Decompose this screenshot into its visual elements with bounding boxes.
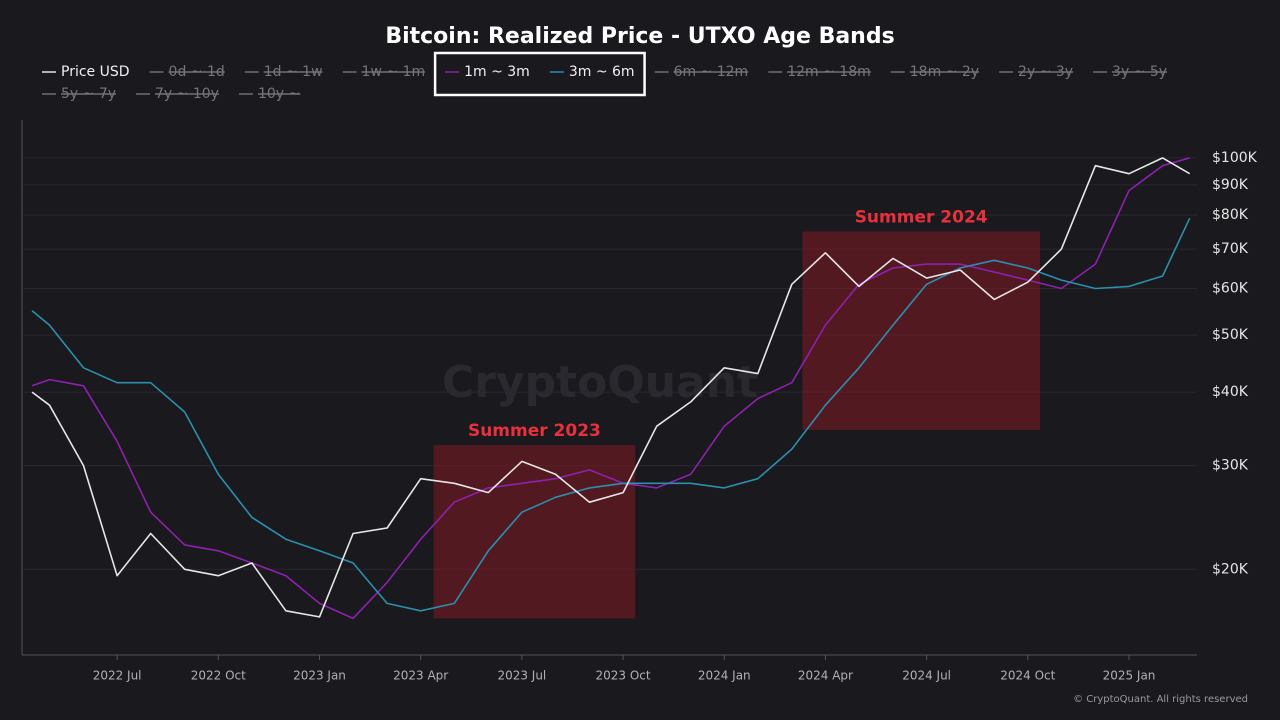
- watermark: CryptoQuant: [442, 357, 758, 408]
- x-tick-label: 2023 Apr: [393, 669, 448, 683]
- legend-item[interactable]: 3y ~ 5y: [1093, 64, 1168, 80]
- y-tick-label: $50K: [1212, 327, 1249, 343]
- x-tick-label: 2023 Oct: [596, 669, 651, 683]
- x-tick-label: 2023 Jul: [497, 669, 546, 683]
- legend-item[interactable]: 0d ~ 1d: [149, 64, 225, 80]
- chart-title: Bitcoin: Realized Price - UTXO Age Bands: [385, 24, 894, 49]
- highlight-region: [433, 445, 636, 619]
- legend-item[interactable]: 18m ~ 2y: [890, 64, 980, 80]
- legend-item[interactable]: 2y ~ 3y: [999, 64, 1074, 80]
- legend-label: 3m ~ 6m: [569, 64, 635, 80]
- x-tick-label: 2024 Oct: [1000, 669, 1055, 683]
- legend-highlight-box: [433, 51, 646, 97]
- series-line: [31, 217, 1191, 612]
- legend-label: 1m ~ 3m: [464, 64, 530, 80]
- legend-item[interactable]: 3m ~ 6m: [549, 64, 635, 80]
- x-tick-label: 2025 Jan: [1103, 669, 1156, 683]
- x-tick-label: 2023 Jan: [293, 669, 346, 683]
- series-line: [31, 157, 1191, 618]
- y-tick-label: $40K: [1212, 384, 1249, 400]
- x-tick-label: 2022 Jul: [93, 669, 142, 683]
- legend-item[interactable]: 1d ~ 1w: [244, 64, 323, 80]
- footer: © CryptoQuant. All rights reserved: [1073, 694, 1248, 705]
- y-tick-label: $100K: [1212, 150, 1258, 166]
- x-tick-label: 2024 Apr: [798, 669, 853, 683]
- y-tick-label: $30K: [1212, 458, 1249, 474]
- legend-label: Price USD: [61, 64, 130, 80]
- legend-item[interactable]: 5y ~ 7y: [42, 86, 117, 102]
- legend-item[interactable]: 6m ~ 12m: [654, 64, 749, 80]
- y-tick-label: $60K: [1212, 280, 1249, 296]
- highlight-region: [802, 231, 1040, 430]
- y-tick-label: $20K: [1212, 561, 1249, 577]
- x-tick-label: 2024 Jul: [902, 669, 951, 683]
- x-tick-label: 2024 Jan: [698, 669, 751, 683]
- y-tick-label: $90K: [1212, 177, 1249, 193]
- legend-item[interactable]: 1m ~ 3m: [445, 64, 530, 80]
- x-tick-label: 2022 Oct: [191, 669, 246, 683]
- region-label: Summer 2023: [468, 421, 601, 441]
- y-tick-label: $70K: [1212, 241, 1249, 257]
- legend-item[interactable]: 12m ~ 18m: [768, 64, 871, 80]
- region-label: Summer 2024: [855, 207, 988, 227]
- legend-item[interactable]: 7y ~ 10y: [136, 86, 219, 102]
- series-line: [31, 157, 1190, 620]
- y-tick-label: $80K: [1212, 207, 1249, 223]
- legend-item[interactable]: 1w ~ 1m: [342, 64, 426, 80]
- legend-item[interactable]: 10y ~: [238, 86, 301, 102]
- legend-item[interactable]: Price USD: [42, 64, 130, 80]
